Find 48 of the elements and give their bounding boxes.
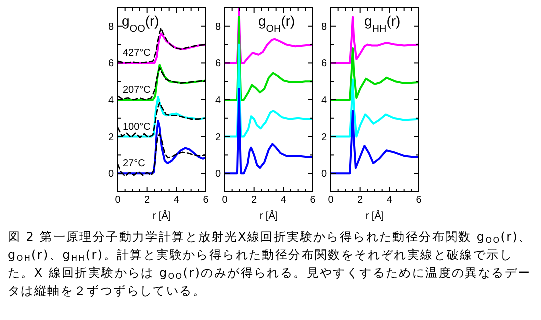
y-tick-label: 4 — [108, 96, 114, 106]
x-tick-label: 6 — [310, 195, 316, 206]
text: g$_{OH}$(r) — [258, 13, 296, 34]
line-series — [331, 16, 419, 64]
line-series — [331, 47, 419, 101]
y-tick-label: 0 — [108, 169, 114, 180]
line-series — [331, 78, 419, 138]
line-series — [225, 44, 313, 138]
text: 図 2 第一原理分子動力学計算と放射光X線回折実験から得られた動径分布関数 g$_{OO}$(r)、g$_{OH}$(r)、g$_{HH}$(r)。計算と実験から得られた動径分布関数をそれぞれ実線と破線で示した。X 線回折実験からは g$_{OO}$(r)のみが得られる。見やすくするために温度の異なるデータは縦軸を２ずつずらしている。 — [8, 230, 532, 298]
y-tick-label: 6 — [215, 58, 222, 70]
y-tick-label: 8 — [321, 22, 328, 33]
x-tick-label: 0 — [328, 195, 334, 206]
x-tick-label: 6 — [203, 195, 210, 206]
series-label: 207°C — [123, 85, 151, 96]
series-label: 27°C — [123, 158, 146, 170]
line-series — [118, 96, 206, 138]
x-axis-title: r [Å] — [152, 210, 172, 222]
y-tick-label: 4 — [321, 96, 328, 106]
x-axis-title: r [Å] — [260, 210, 278, 222]
text: g$_{HH}$(r) — [364, 13, 401, 34]
line-series — [225, 88, 313, 175]
y-tick-label: 0 — [321, 169, 328, 180]
x-axis-title: r [Å] — [366, 210, 384, 222]
x-tick-label: 6 — [416, 195, 422, 206]
x-tick-label: 2 — [358, 195, 364, 206]
y-tick-label: 4 — [215, 96, 222, 106]
line-series — [331, 110, 419, 175]
x-tick-label: 0 — [115, 195, 122, 206]
series-label: 100°C — [123, 122, 151, 133]
x-tick-label: 4 — [386, 195, 393, 206]
x-tick-label: 4 — [174, 195, 180, 206]
series-label: 427°C — [123, 48, 151, 60]
x-tick-label: 2 — [144, 195, 151, 206]
line-series — [225, 8, 313, 64]
text: g$_{OO}$(r) — [122, 13, 160, 34]
y-tick-label: 6 — [321, 58, 328, 70]
y-tick-label: 6 — [108, 58, 114, 70]
x-tick-label: 0 — [222, 195, 228, 206]
y-tick-label: 2 — [321, 132, 328, 144]
y-tick-label: 2 — [108, 132, 114, 144]
y-tick-label: 2 — [215, 132, 222, 144]
y-tick-label: 0 — [215, 169, 222, 180]
y-tick-label: 8 — [215, 22, 222, 33]
line-series — [118, 120, 206, 175]
y-tick-label: 8 — [108, 22, 114, 33]
x-tick-label: 2 — [252, 195, 258, 206]
x-tick-label: 4 — [280, 195, 287, 206]
line-series — [225, 16, 313, 101]
